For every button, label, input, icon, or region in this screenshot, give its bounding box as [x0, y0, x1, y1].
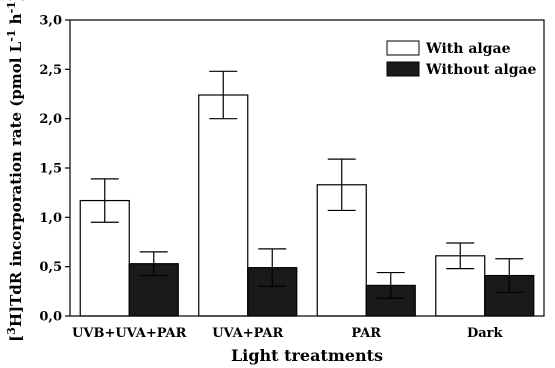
category-labels: UVB+UVA+PAR UVA+PAR PAR Dark [72, 326, 503, 341]
category-label: PAR [351, 326, 381, 341]
legend-swatch-without-algae [386, 61, 420, 77]
y-tick-label: 3,0 [39, 14, 62, 29]
error-bar [327, 158, 356, 212]
y-tick-label: 2,5 [39, 63, 62, 78]
y-tick-label: 1,5 [39, 162, 62, 177]
error-bar [495, 258, 524, 293]
legend: With algae Without algae [386, 40, 537, 78]
error-bar [139, 251, 168, 277]
bars [79, 70, 535, 317]
error-bar [446, 242, 475, 270]
error-bar [90, 178, 119, 223]
bar-without-algae [484, 274, 535, 317]
error-bar [376, 271, 405, 299]
error-bar [209, 70, 238, 120]
y-tick-label: 2,0 [39, 112, 62, 127]
y-tick-label: 0,5 [39, 260, 62, 275]
error-bar [258, 248, 287, 287]
y-axis-title: [3H]TdR incorporation rate (pmol L-1 h-1… [5, 0, 26, 342]
legend-label-without-algae: Without algae [425, 62, 537, 78]
legend-swatch-with-algae [386, 40, 420, 56]
bar-with-algae [198, 94, 249, 317]
category-label: Dark [467, 326, 504, 341]
category-label: UVB+UVA+PAR [72, 326, 187, 341]
category-label: UVA+PAR [212, 326, 283, 341]
y-axis: 0,0 0,5 1,0 1,5 2,0 2,5 3,0 [39, 14, 70, 325]
plot-frame [69, 19, 545, 317]
legend-label-with-algae: With algae [425, 41, 511, 57]
y-tick-label: 1,0 [39, 211, 62, 226]
y-tick-label: 0,0 [39, 310, 62, 325]
x-axis-title: Light treatments [231, 346, 383, 365]
